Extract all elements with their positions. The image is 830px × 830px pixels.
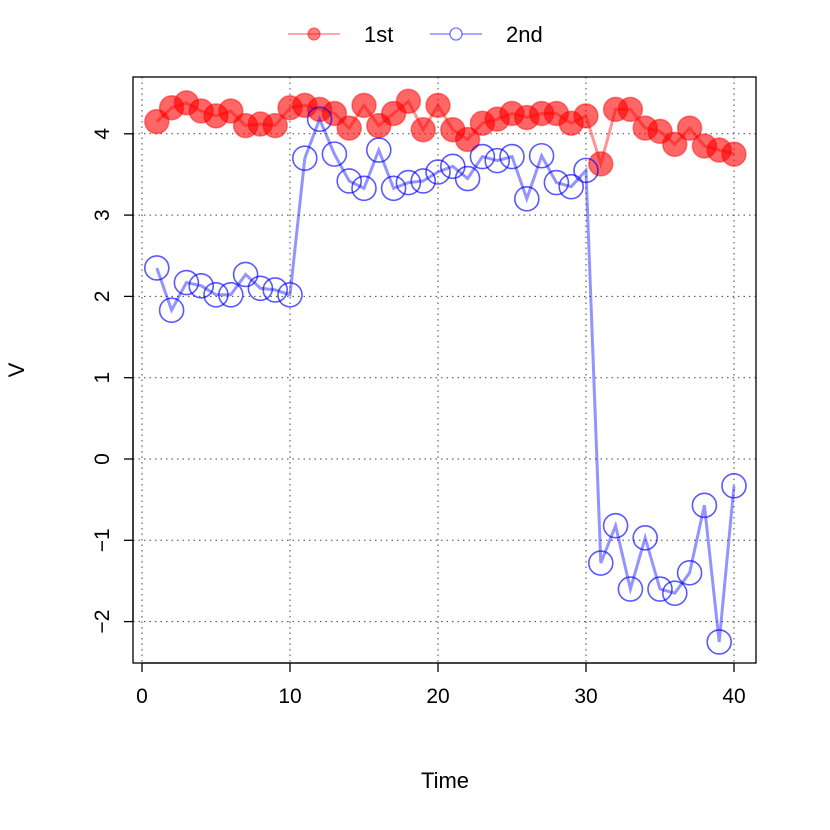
legend: 1st 2nd [288,22,543,47]
data-point [543,169,570,196]
data-point [218,281,244,308]
data-point [558,173,585,200]
data-point [158,297,185,324]
data-point [721,473,747,499]
x-tick-label: 30 [574,685,597,708]
data-point [676,560,703,586]
data-point [232,261,259,288]
data-point [662,131,688,158]
x-tick-label: 20 [426,685,449,708]
data-point [351,175,377,202]
data-point [484,147,511,174]
data-point [306,106,333,132]
data-point [602,512,629,539]
series-layer [144,88,747,655]
data-point [647,576,673,602]
data-point [691,492,718,519]
y-tick-label: −2 [91,610,114,634]
data-point [395,88,422,115]
plot-frame [132,76,757,664]
legend-marker [449,27,463,41]
series-2 [144,106,747,655]
y-tick-label: 1 [91,372,114,384]
x-axis-title: Time [421,768,469,793]
data-point [321,141,348,167]
y-tick-label: 2 [91,291,114,303]
y-tick-label: 4 [91,128,114,140]
x-tick-label: 10 [278,685,301,708]
grid-lines [133,77,756,663]
data-point [410,116,436,143]
legend-label: 2nd [506,22,543,47]
y-tick-label: 0 [91,453,114,465]
data-point [291,145,318,171]
data-point [262,112,288,139]
legend-label: 1st [364,22,393,47]
data-point [469,143,496,170]
series-line [155,115,736,643]
data-point [454,165,481,192]
data-point [203,281,229,308]
legend-marker [307,27,321,41]
data-point [410,168,437,194]
x-tick-label: 0 [136,685,148,708]
x-tick-label: 40 [722,685,745,708]
data-point [336,115,362,141]
data-point [617,96,644,123]
data-point [425,92,451,119]
data-point [425,159,451,185]
data-point [262,277,289,303]
data-point [351,92,377,119]
series-1 [144,88,747,177]
data-point [573,157,599,184]
y-tick-label: −1 [91,528,114,552]
data-point [144,255,170,281]
data-point [380,175,407,202]
legend-entry-1: 1st [288,22,393,47]
axes: 0 10 20 30 40 −2 −1 0 1 2 3 4 [91,128,746,708]
data-point [277,281,303,308]
data-point [365,137,392,163]
data-point [632,525,659,551]
data-point [188,273,214,299]
data-point [587,550,614,576]
data-point [499,143,525,170]
y-axis-title: V [4,362,29,377]
data-point [706,629,733,655]
data-point [218,98,244,124]
data-point [617,576,644,602]
data-point [676,115,703,141]
legend-entry-2: 2nd [430,22,543,47]
data-point [321,100,348,127]
data-point [513,186,540,212]
data-point [454,126,481,153]
y-tick-label: 3 [91,209,114,221]
data-point [336,168,363,194]
data-point [395,169,422,196]
data-point [573,103,599,129]
data-point [588,151,614,177]
data-point [173,269,200,296]
data-point [721,141,747,167]
data-point [661,580,688,606]
data-point [528,142,555,169]
data-point [247,275,274,302]
